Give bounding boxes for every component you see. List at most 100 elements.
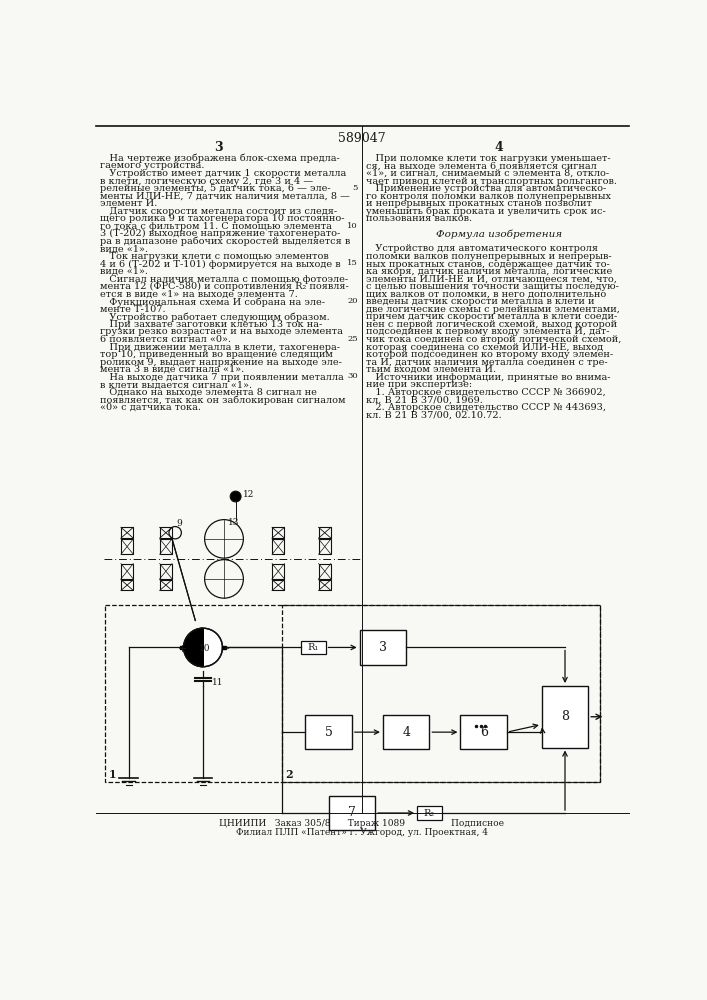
Text: 5: 5	[353, 184, 358, 192]
Text: 2: 2	[285, 769, 293, 780]
Text: подсоединен к первому входу элемента И, дат-: подсоединен к первому входу элемента И, …	[366, 327, 609, 336]
Text: Источники информации, принятые во внима-: Источники информации, принятые во внима-	[366, 373, 610, 382]
Bar	[160, 539, 172, 554]
Text: грузки резко возрастает и на выходе элемента: грузки резко возрастает и на выходе элем…	[100, 327, 343, 336]
Text: Формула изобретения: Формула изобретения	[436, 229, 562, 239]
Text: R₂: R₂	[423, 808, 435, 818]
Text: которой подсоединен ко второму входу элемен-: которой подсоединен ко второму входу эле…	[366, 350, 613, 359]
Bar	[319, 564, 331, 579]
Text: менты ИЛИ-НЕ, 7 датчик наличия металла, 8 —: менты ИЛИ-НЕ, 7 датчик наличия металла, …	[100, 192, 350, 201]
Text: 6 появляется сигнал «0».: 6 появляется сигнал «0».	[100, 335, 231, 344]
Text: 11: 11	[212, 678, 224, 687]
Text: Однако на выходе элемента 8 сигнал не: Однако на выходе элемента 8 сигнал не	[100, 388, 317, 397]
Text: кл. В 21 В 37/00, 02.10.72.: кл. В 21 В 37/00, 02.10.72.	[366, 410, 501, 419]
Text: 20: 20	[348, 297, 358, 305]
Text: Устройство работает следующим образом.: Устройство работает следующим образом.	[100, 312, 329, 322]
Text: мента 12 (ФРС-580) и сопротивления R₂ появля-: мента 12 (ФРС-580) и сопротивления R₂ по…	[100, 282, 349, 291]
Text: 9: 9	[177, 519, 182, 528]
Bar	[282, 605, 600, 782]
Text: 5: 5	[325, 726, 332, 739]
Text: 589047: 589047	[338, 132, 386, 145]
Bar	[542, 686, 588, 748]
Text: которая соединена со схемой ИЛИ-НЕ, выход: которая соединена со схемой ИЛИ-НЕ, выхо…	[366, 343, 603, 352]
Text: го тока с фильтром 11. С помощью элемента: го тока с фильтром 11. С помощью элемент…	[100, 222, 332, 231]
Bar	[121, 539, 134, 554]
Text: пользования валков.: пользования валков.	[366, 214, 472, 223]
Bar	[383, 715, 429, 749]
Text: На чертеже изображена блок-схема предла-: На чертеже изображена блок-схема предла-	[100, 154, 340, 163]
Text: ся, на выходе элемента 6 появляется сигнал: ся, на выходе элемента 6 появляется сигн…	[366, 161, 597, 170]
Bar	[417, 806, 442, 820]
Text: Сигнал наличия металла с помощью фотоэле-: Сигнал наличия металла с помощью фотоэле…	[100, 275, 348, 284]
Text: ние при экспертизе:: ние при экспертизе:	[366, 380, 472, 389]
Text: 25: 25	[347, 335, 358, 343]
Bar	[180, 646, 184, 649]
Bar	[360, 630, 406, 665]
Bar	[460, 715, 507, 749]
Text: тьим входом элемента И.: тьим входом элемента И.	[366, 365, 496, 374]
Text: При движении металла в клети, тахогенера-: При движении металла в клети, тахогенера…	[100, 343, 340, 352]
Text: щих валков от поломки, в него дополнительно: щих валков от поломки, в него дополнител…	[366, 290, 606, 299]
Bar	[272, 580, 284, 590]
Text: чик тока соединен со второй логической схемой,: чик тока соединен со второй логической с…	[366, 335, 621, 344]
Text: Датчик скорости металла состоит из следя-: Датчик скорости металла состоит из следя…	[100, 207, 337, 216]
Text: 4: 4	[402, 726, 410, 739]
Text: кл. В 21 В 37/00, 1969.: кл. В 21 В 37/00, 1969.	[366, 395, 483, 404]
Text: поломки валков полунепрерывных и непрерыв-: поломки валков полунепрерывных и непреры…	[366, 252, 612, 261]
Text: с целью повышения точности защиты последую-: с целью повышения точности защиты послед…	[366, 282, 619, 291]
Text: 3 (Т-202) выходное напряжение тахогенерато-: 3 (Т-202) выходное напряжение тахогенера…	[100, 229, 340, 238]
Bar	[319, 527, 331, 538]
Text: в клети выдается сигнал «1».: в клети выдается сигнал «1».	[100, 380, 252, 389]
Bar	[160, 564, 172, 579]
Text: 4 и 6 (Т-202 и Т-101) формируется на выходе в: 4 и 6 (Т-202 и Т-101) формируется на вых…	[100, 260, 341, 269]
Text: 2. Авторское свидетельство СССР № 443693,: 2. Авторское свидетельство СССР № 443693…	[366, 403, 606, 412]
Text: ка якоря, датчик наличия металла, логические: ка якоря, датчик наличия металла, логиче…	[366, 267, 612, 276]
Text: –: –	[224, 644, 230, 654]
Text: ется в виде «1» на выходе элемента 7.: ется в виде «1» на выходе элемента 7.	[100, 290, 298, 299]
Text: Функциональная схема И собрана на эле-: Функциональная схема И собрана на эле-	[100, 297, 325, 307]
Text: 6: 6	[479, 726, 488, 739]
Bar	[160, 527, 172, 538]
Bar	[272, 564, 284, 579]
Text: виде «1».: виде «1».	[100, 244, 148, 253]
Bar	[319, 539, 331, 554]
Text: 8: 8	[561, 710, 569, 723]
Text: нен с первой логической схемой, выход которой: нен с первой логической схемой, выход ко…	[366, 320, 617, 329]
Bar	[329, 796, 375, 830]
Text: Применение устройства для автоматическо-: Применение устройства для автоматическо-	[366, 184, 606, 193]
Text: гаемого устройства.: гаемого устройства.	[100, 161, 204, 170]
Text: На выходе датчика 7 при появлении металла: На выходе датчика 7 при появлении металл…	[100, 373, 344, 382]
Bar	[105, 605, 600, 782]
Text: в клети, логическую схему 2, где 3 и 4 —: в клети, логическую схему 2, где 3 и 4 —	[100, 177, 313, 186]
Text: уменьшить брак проката и увеличить срок ис-: уменьшить брак проката и увеличить срок …	[366, 207, 606, 216]
Text: 15: 15	[347, 259, 358, 267]
Text: ЦНИИПИ   Заказ 305/8      Тираж 1089                Подписное: ЦНИИПИ Заказ 305/8 Тираж 1089 Подписное	[219, 819, 505, 828]
Text: элемент И.: элемент И.	[100, 199, 158, 208]
Text: +: +	[177, 644, 187, 654]
Text: «0» с датчика тока.: «0» с датчика тока.	[100, 403, 201, 412]
Bar	[223, 646, 226, 649]
Bar	[121, 564, 134, 579]
Bar	[121, 527, 134, 538]
Text: виде «1».: виде «1».	[100, 267, 148, 276]
Bar	[160, 580, 172, 590]
Text: мента 3 в виде сигнала «1».: мента 3 в виде сигнала «1».	[100, 365, 244, 374]
Bar	[272, 527, 284, 538]
Text: 12: 12	[243, 490, 255, 499]
Bar	[300, 641, 325, 654]
Text: Филиал ПЛП «Патент» г. Ужгород, ул. Проектная, 4: Филиал ПЛП «Патент» г. Ужгород, ул. Прое…	[236, 828, 488, 837]
Text: 30: 30	[347, 372, 358, 380]
Text: 7: 7	[348, 806, 356, 820]
Text: элементы ИЛИ-НЕ и И, отличающееся тем, что,: элементы ИЛИ-НЕ и И, отличающееся тем, ч…	[366, 275, 617, 284]
Text: менте Т-107.: менте Т-107.	[100, 305, 165, 314]
Text: щего ролика 9 и тахогенератора 10 постоянно-: щего ролика 9 и тахогенератора 10 постоя…	[100, 214, 344, 223]
Text: Устройство имеет датчик 1 скорости металла: Устройство имеет датчик 1 скорости метал…	[100, 169, 346, 178]
Text: 3: 3	[379, 641, 387, 654]
Text: чает привод клетей и транспортных рольгангов.: чает привод клетей и транспортных рольга…	[366, 177, 617, 186]
Text: Устройство для автоматического контроля: Устройство для автоматического контроля	[366, 244, 598, 253]
Text: две логические схемы с релейными элементами,: две логические схемы с релейными элемент…	[366, 305, 620, 314]
Bar	[272, 539, 284, 554]
Text: го контроля поломки валков полунепрерывных: го контроля поломки валков полунепрерывн…	[366, 192, 611, 201]
Text: введены датчик скорости металла в клети и: введены датчик скорости металла в клети …	[366, 297, 595, 306]
Text: появляется, так как он заблокирован сигналом: появляется, так как он заблокирован сигн…	[100, 395, 346, 405]
